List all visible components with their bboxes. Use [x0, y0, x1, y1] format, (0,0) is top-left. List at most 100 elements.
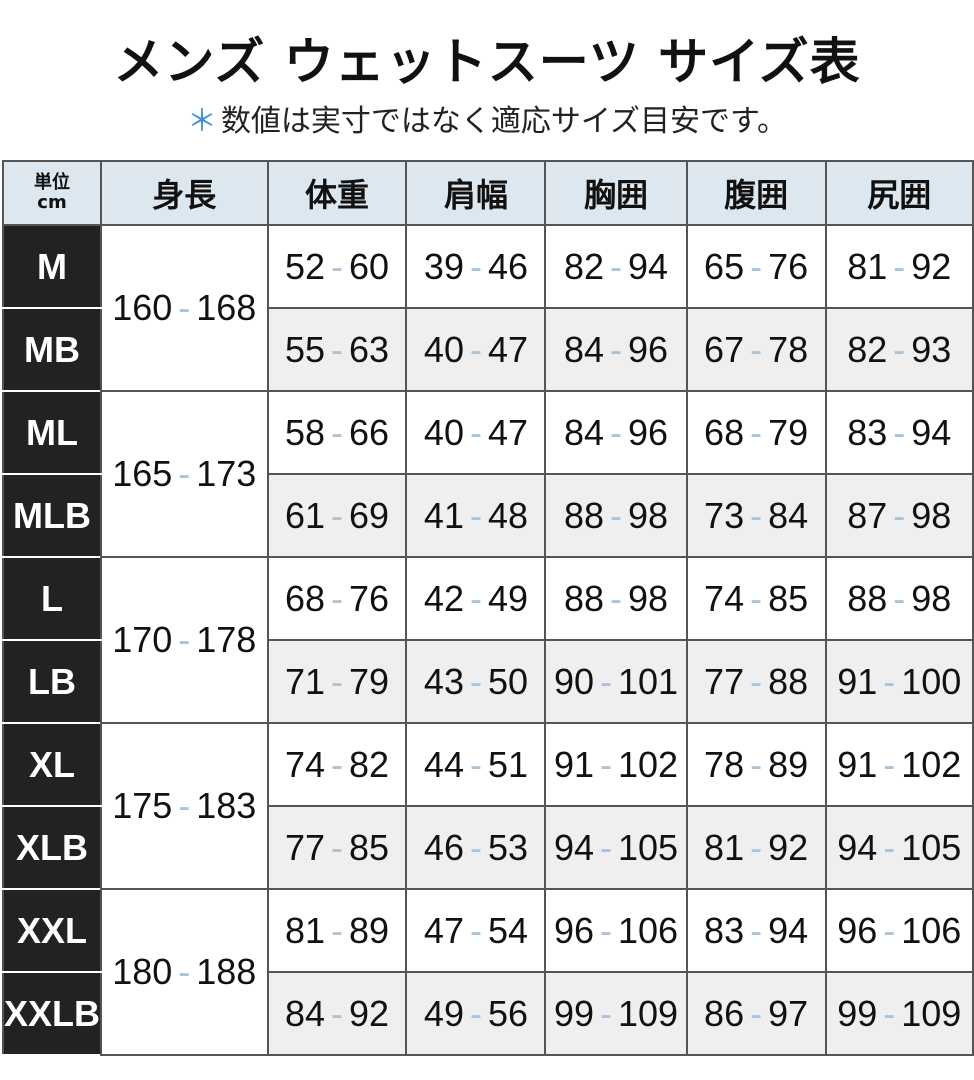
range-min: 81: [284, 909, 325, 951]
dash-separator: -: [610, 245, 623, 287]
range-min: 160: [112, 287, 173, 328]
value-cell: 99-109: [544, 971, 688, 1056]
value-cell: 81-89: [266, 888, 408, 973]
range-min: 41: [423, 494, 464, 536]
height-cell: 175-183: [100, 722, 269, 890]
range-max: 94: [911, 411, 952, 453]
size-label: L: [1, 556, 103, 641]
range-min: 94: [553, 826, 595, 868]
value-cell: 68-79: [685, 390, 827, 475]
dash-separator: -: [750, 577, 763, 619]
dash-separator: -: [469, 411, 482, 453]
range-max: 79: [349, 660, 390, 702]
column-header: 肩幅: [405, 160, 547, 226]
height-cell: 160-168: [100, 224, 269, 392]
value-cell: 49-56: [405, 971, 547, 1056]
value-cell: 71-79: [266, 639, 408, 724]
dash-separator: -: [893, 411, 906, 453]
value-cell: 94-105: [824, 805, 974, 890]
value-cell: 74-85: [685, 556, 827, 641]
range-max: 98: [628, 577, 669, 619]
range-max: 56: [487, 992, 529, 1034]
range-max: 92: [911, 245, 952, 287]
unit-header: 単位 cm: [1, 160, 103, 226]
range-min: 78: [704, 743, 745, 785]
value-cell: 46-53: [405, 805, 547, 890]
dash-separator: -: [893, 328, 906, 370]
size-label: MB: [1, 307, 103, 392]
dash-separator: -: [750, 992, 763, 1034]
range-min: 71: [284, 660, 325, 702]
size-label: M: [1, 224, 103, 309]
dash-separator: -: [331, 992, 343, 1034]
range-min: 73: [704, 494, 745, 536]
value-cell: 84-96: [544, 390, 688, 475]
dash-separator: -: [893, 577, 906, 619]
dash-separator: -: [469, 577, 482, 619]
range-min: 65: [704, 245, 745, 287]
range-max: 97: [768, 992, 809, 1034]
range-min: 74: [704, 577, 745, 619]
column-header: 尻囲: [824, 160, 974, 226]
value-cell: 78-89: [685, 722, 827, 807]
range-min: 96: [837, 909, 878, 951]
dash-separator: -: [600, 992, 613, 1034]
range-max: 98: [911, 577, 952, 619]
range-max: 82: [349, 743, 390, 785]
value-cell: 91-102: [544, 722, 688, 807]
range-min: 83: [704, 909, 745, 951]
range-min: 52: [284, 245, 325, 287]
dash-separator: -: [331, 909, 343, 951]
subtitle: ＊数値は実寸ではなく適応サイズ目安です。: [0, 96, 974, 140]
value-cell: 96-106: [544, 888, 688, 973]
value-cell: 84-92: [266, 971, 408, 1056]
range-max: 183: [196, 785, 257, 826]
range-min: 47: [423, 909, 464, 951]
dash-separator: -: [893, 494, 906, 536]
value-cell: 61-69: [266, 473, 408, 558]
value-cell: 73-84: [685, 473, 827, 558]
range-min: 175: [112, 785, 173, 826]
range-max: 106: [901, 909, 962, 951]
range-max: 100: [901, 660, 962, 702]
page-title: メンズ ウェットスーツ サイズ表: [113, 33, 861, 91]
dash-separator: -: [610, 328, 623, 370]
range-min: 49: [423, 992, 464, 1034]
value-cell: 68-76: [266, 556, 408, 641]
height-cell: 165-173: [100, 390, 269, 558]
range-min: 84: [563, 411, 605, 453]
unit-value: cm: [37, 192, 67, 213]
range-max: 76: [768, 245, 809, 287]
dash-separator: -: [178, 785, 191, 826]
value-cell: 88-98: [544, 473, 688, 558]
range-min: 68: [704, 411, 745, 453]
dash-separator: -: [469, 992, 482, 1034]
value-cell: 67-78: [685, 307, 827, 392]
dash-separator: -: [469, 826, 482, 868]
dash-separator: -: [750, 660, 763, 702]
range-max: 50: [487, 660, 529, 702]
range-max: 98: [628, 494, 669, 536]
range-min: 165: [112, 453, 173, 494]
range-min: 82: [847, 328, 888, 370]
value-cell: 90-101: [544, 639, 688, 724]
dash-separator: -: [469, 743, 482, 785]
range-max: 109: [618, 992, 679, 1034]
range-min: 90: [553, 660, 595, 702]
dash-separator: -: [331, 494, 343, 536]
size-label: LB: [1, 639, 103, 724]
dash-separator: -: [600, 909, 613, 951]
range-min: 77: [284, 826, 325, 868]
value-cell: 41-48: [405, 473, 547, 558]
value-cell: 39-46: [405, 224, 547, 309]
range-min: 74: [284, 743, 325, 785]
dash-separator: -: [178, 619, 191, 660]
range-max: 173: [196, 453, 257, 494]
dash-separator: -: [331, 660, 343, 702]
range-min: 44: [423, 743, 464, 785]
value-cell: 88-98: [824, 556, 974, 641]
dash-separator: -: [469, 909, 482, 951]
value-cell: 44-51: [405, 722, 547, 807]
range-min: 91: [837, 660, 878, 702]
size-table: 単位 cm 身長 体重 肩幅 胸囲 腹囲 尻囲 M 160-168 52-60 39-46 82-9…: [1, 160, 974, 1056]
